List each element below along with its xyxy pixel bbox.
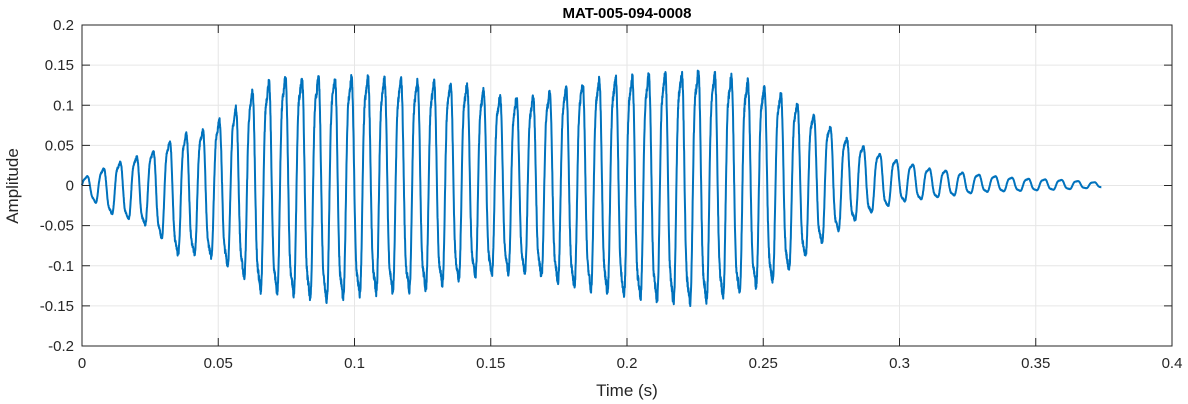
y-axis-label: Amplitude <box>3 148 22 224</box>
x-tick-label: 0.3 <box>889 355 910 372</box>
x-tick-label: 0.25 <box>749 355 778 372</box>
x-tick-label: 0.05 <box>204 355 233 372</box>
x-tick-label: 0.1 <box>344 355 365 372</box>
plot-area <box>81 69 1102 308</box>
x-tick-label: 0.15 <box>476 355 505 372</box>
y-tick-label: 0.1 <box>53 97 74 114</box>
x-tick-label: 0.2 <box>617 355 638 372</box>
y-tick-label: 0.05 <box>45 137 74 154</box>
y-tick-label: -0.1 <box>48 258 74 275</box>
waveform-series-line <box>81 69 1102 308</box>
x-tick-label: 0.35 <box>1021 355 1050 372</box>
chart-title: MAT-005-094-0008 <box>563 5 692 22</box>
y-tick-label: -0.2 <box>48 338 74 355</box>
x-tick-label: 0.4 <box>1162 355 1183 372</box>
y-tick-label: -0.05 <box>40 218 74 235</box>
x-axis-label: Time (s) <box>596 381 658 400</box>
ticks: 0 0.05 0.1 0.15 0.2 0.25 0.3 0.35 0.4 -0.2 -0.15 -0… <box>40 17 1183 372</box>
y-tick-label: -0.15 <box>40 298 74 315</box>
y-tick-label: 0 <box>66 178 74 195</box>
y-tick-label: 0.15 <box>45 57 74 74</box>
y-tick-label: 0.2 <box>53 17 74 34</box>
x-tick-label: 0 <box>78 355 86 372</box>
